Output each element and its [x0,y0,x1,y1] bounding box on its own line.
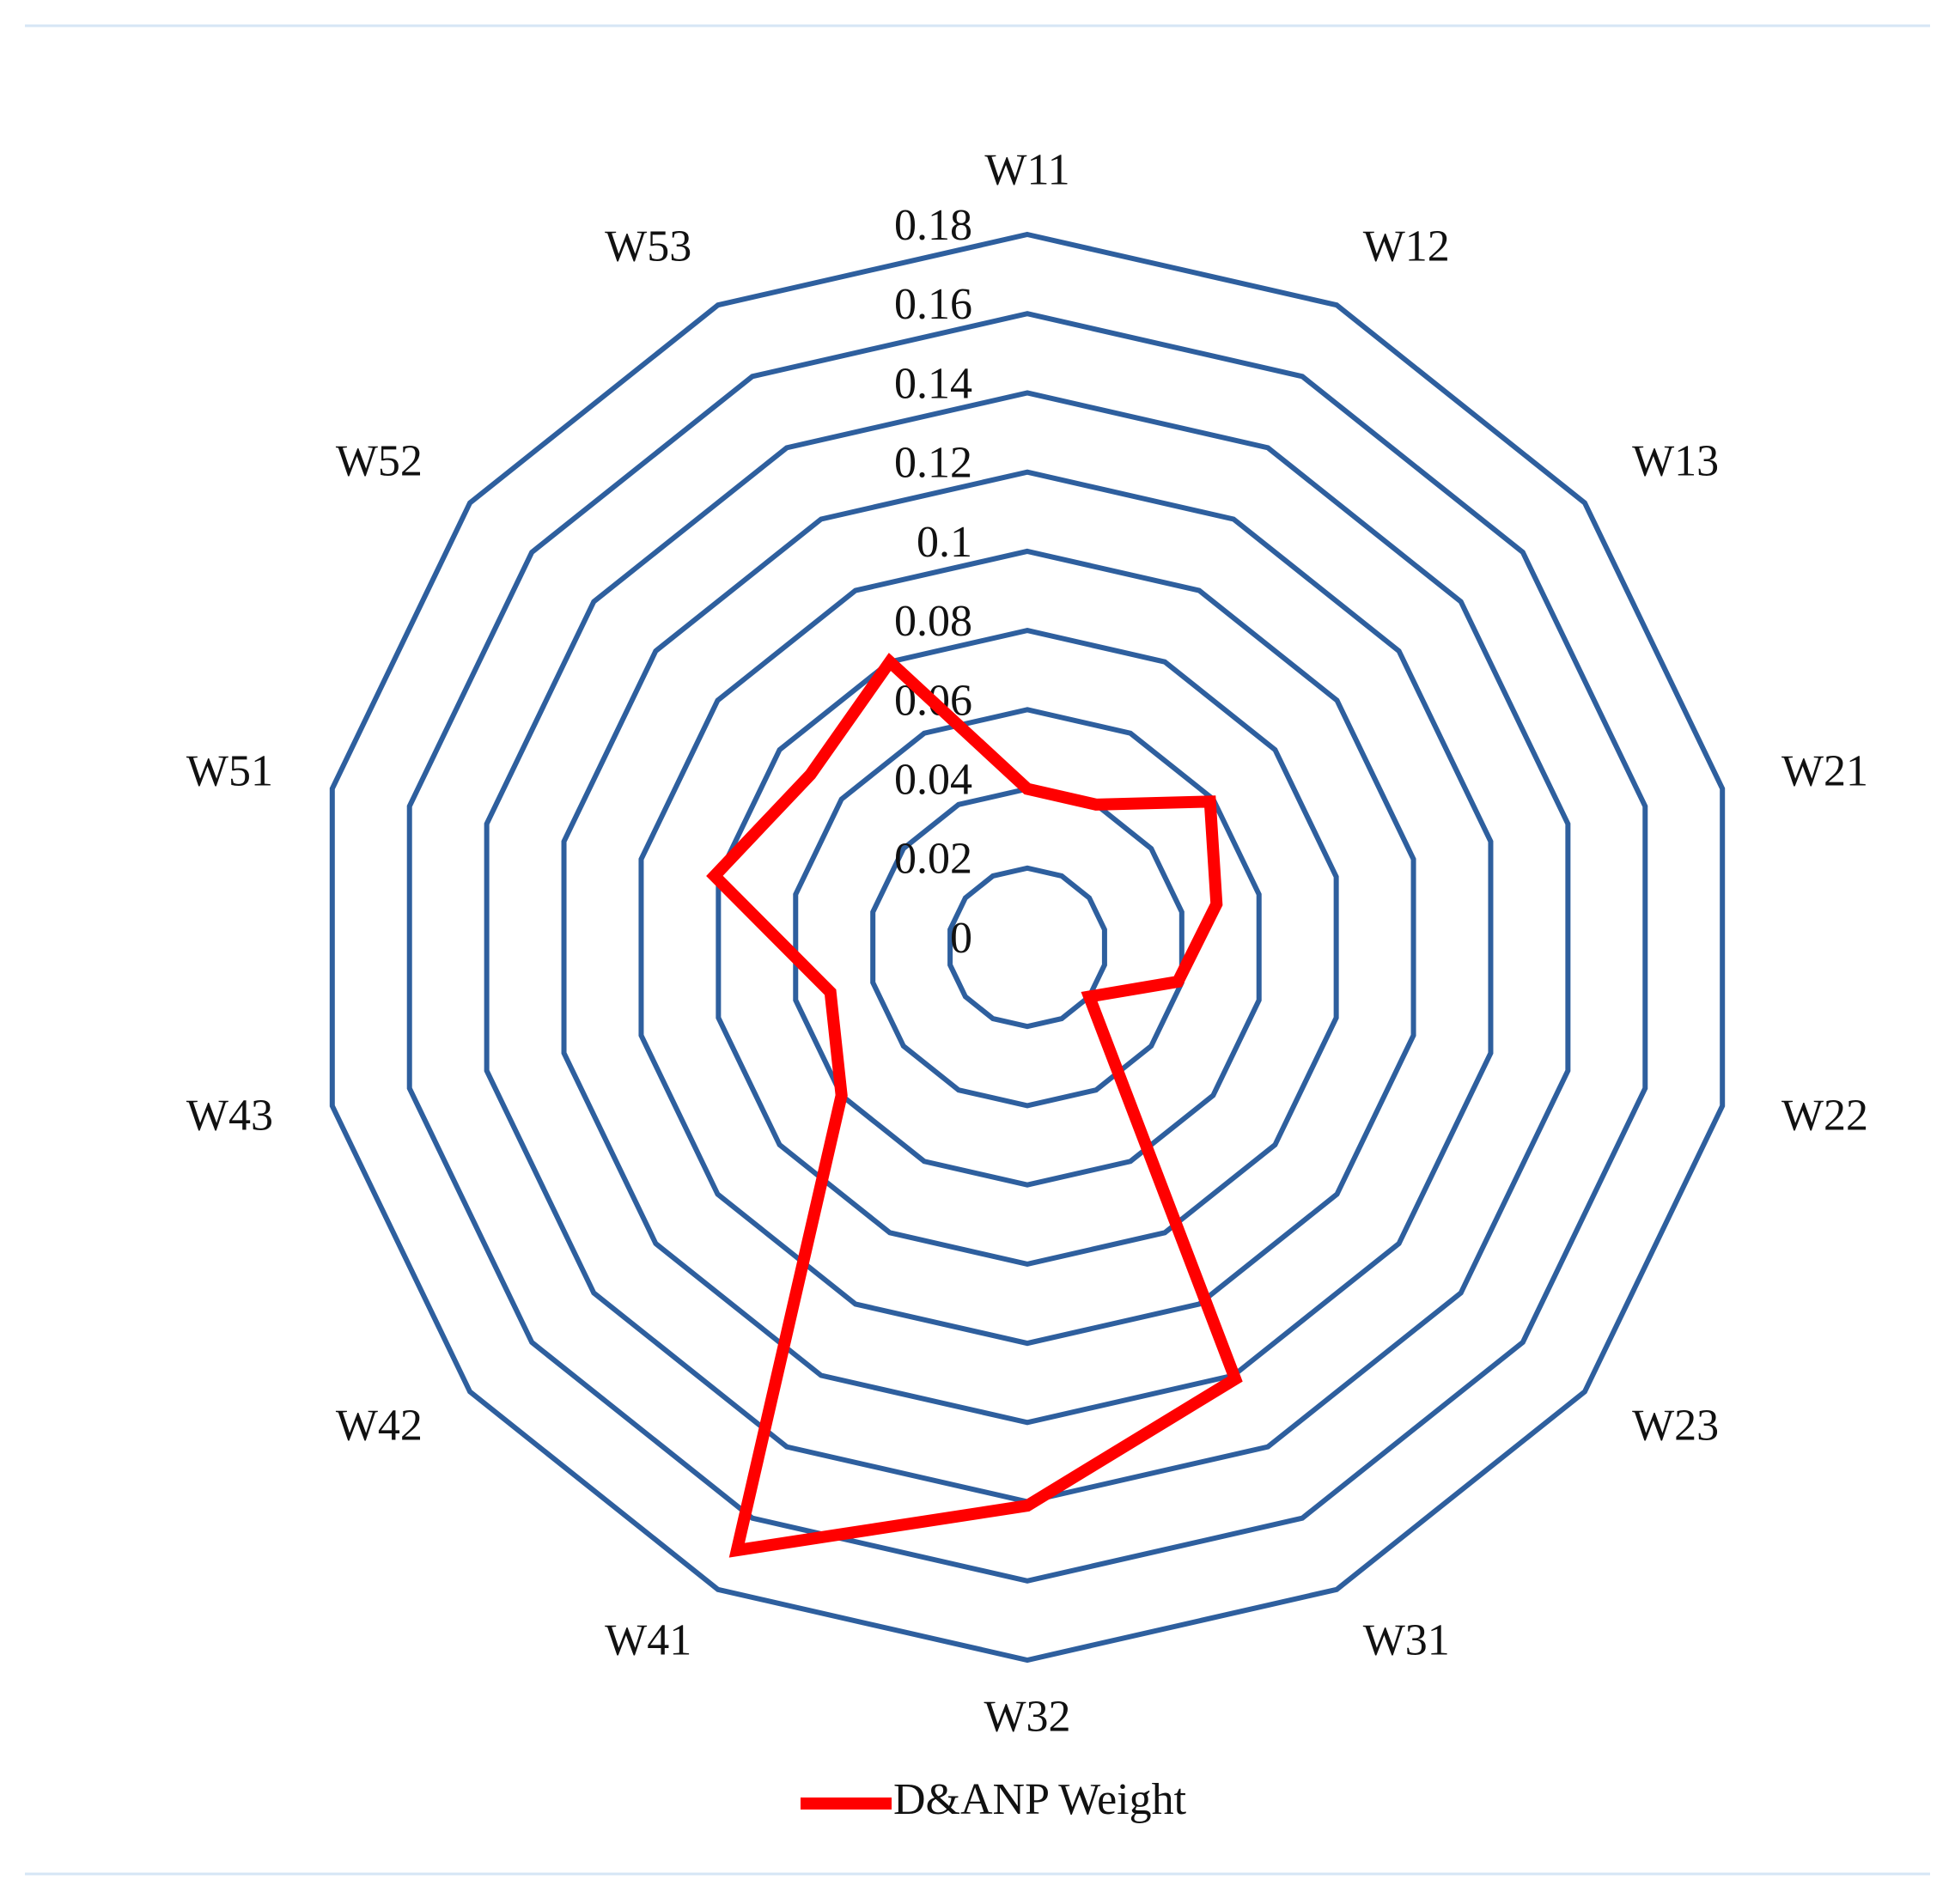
category-label: W21 [1781,747,1868,796]
category-label: W32 [984,1692,1070,1741]
r-tick-label: 0.14 [894,359,972,408]
grid-ring [329,231,1726,1664]
category-label: W22 [1781,1091,1868,1140]
r-tick-label: 0.04 [894,755,972,804]
r-tick-label: 0 [950,914,972,963]
grid-ring [484,390,1571,1505]
grid-ring [716,628,1339,1267]
category-label: W51 [186,747,273,796]
category-label: W23 [1632,1401,1719,1450]
series-line [706,653,1243,1558]
category-label: W53 [605,222,691,271]
r-tick-label: 0.02 [894,835,972,884]
category-label: W41 [605,1615,691,1664]
grid-ring [406,311,1648,1584]
r-tick-label: 0.1 [917,518,972,567]
category-label: W52 [336,436,423,485]
category-label: W12 [1363,222,1450,271]
category-label: W13 [1632,436,1719,485]
category-label: W31 [1363,1615,1450,1664]
category-label: W43 [186,1091,273,1140]
category-label: W11 [984,145,1069,194]
grid-ring [793,707,1262,1188]
legend-label: D&ANP Weight [893,1775,1187,1824]
grid-ring [638,548,1416,1347]
category-label: W42 [336,1401,423,1450]
grid-ring [870,786,1185,1109]
grid-ring [561,469,1494,1426]
r-tick-label: 0.16 [894,280,972,329]
r-tick-label: 0.12 [894,439,972,488]
r-tick-label: 0.18 [894,201,972,250]
grid-ring [947,865,1107,1030]
r-tick-label: 0.08 [894,597,972,646]
